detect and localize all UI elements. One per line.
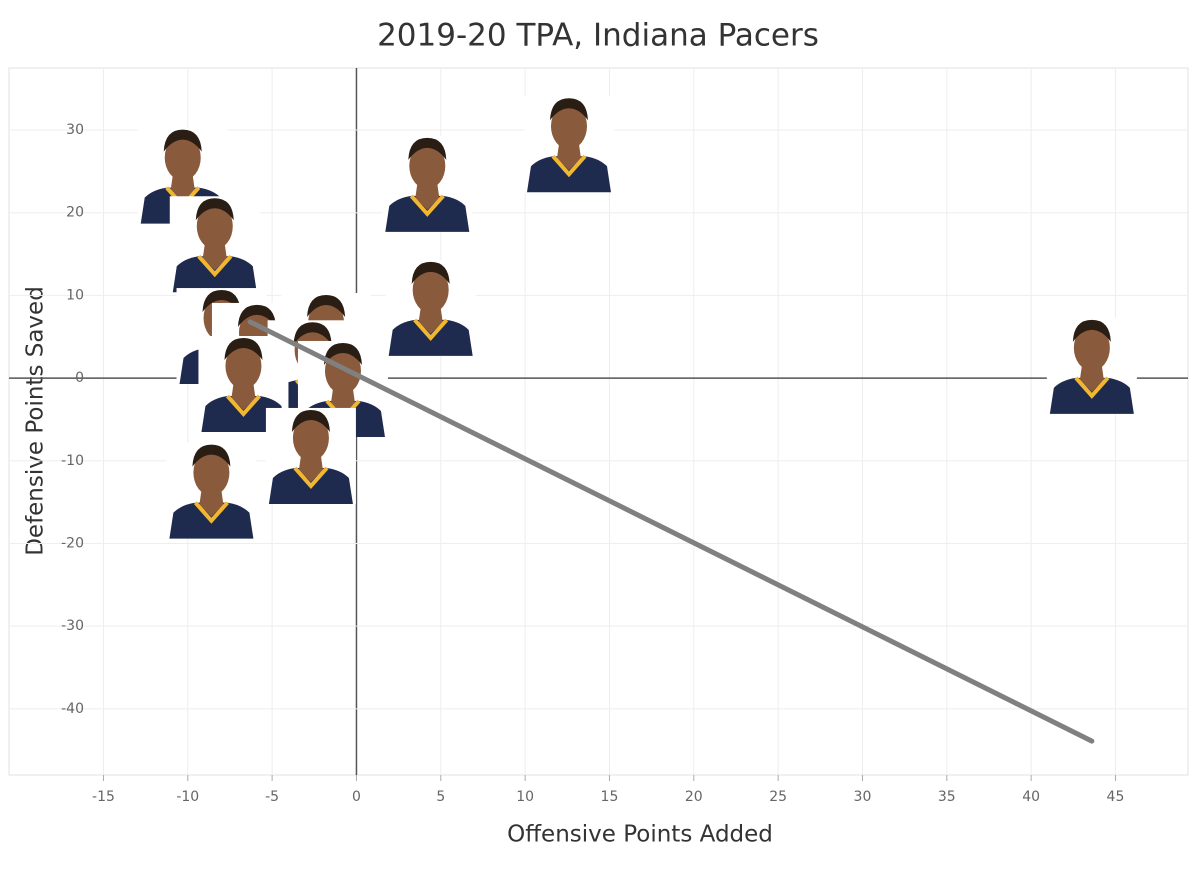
x-tick-label: 10 bbox=[516, 789, 534, 805]
marker-hair bbox=[408, 137, 447, 160]
marker-hair bbox=[237, 304, 276, 327]
trend-line bbox=[247, 319, 1095, 744]
y-tick-label: -30 bbox=[61, 618, 84, 634]
marker-collar bbox=[413, 318, 449, 341]
marker-hair bbox=[411, 261, 450, 284]
x-tick-label: -5 bbox=[265, 789, 279, 805]
x-tick-label: 40 bbox=[1022, 789, 1040, 805]
marker-neck bbox=[556, 144, 581, 171]
x-axis-title: Offensive Points Added bbox=[507, 822, 773, 848]
marker-hair bbox=[323, 342, 362, 365]
plot-frame bbox=[8, 67, 1189, 776]
player-marker bbox=[523, 96, 614, 193]
y-tick-label: -10 bbox=[61, 453, 84, 469]
marker-head bbox=[164, 134, 201, 181]
marker-neck bbox=[415, 183, 440, 210]
marker-hair bbox=[202, 290, 241, 313]
player-marker bbox=[166, 442, 257, 539]
x-tick-label: 35 bbox=[938, 789, 956, 805]
y-axis-title: Defensive Points Saved bbox=[23, 286, 49, 556]
y-tick-label: -40 bbox=[61, 701, 84, 717]
marker-hair bbox=[192, 444, 231, 467]
marker-collar bbox=[197, 254, 233, 278]
player-marker bbox=[297, 340, 388, 437]
marker-head bbox=[196, 203, 233, 250]
marker-neck bbox=[298, 455, 323, 482]
marker-hair bbox=[549, 98, 588, 121]
marker-head bbox=[409, 142, 446, 189]
marker-head bbox=[292, 414, 329, 461]
y-tick-label: 10 bbox=[66, 287, 84, 303]
marker-head bbox=[1073, 324, 1110, 371]
marker-hair bbox=[291, 409, 330, 432]
marker-neck bbox=[231, 384, 256, 411]
marker-head bbox=[550, 103, 587, 150]
marker-neck bbox=[170, 175, 195, 202]
marker-head bbox=[412, 266, 449, 313]
x-tick-label: -15 bbox=[92, 789, 115, 805]
marker-hair bbox=[293, 322, 332, 345]
marker-hair bbox=[224, 338, 263, 361]
x-tick-label: 20 bbox=[685, 789, 703, 805]
x-tick-label: 45 bbox=[1107, 789, 1125, 805]
x-tick-label: -10 bbox=[176, 789, 199, 805]
player-marker bbox=[169, 196, 260, 293]
player-marker bbox=[385, 259, 476, 356]
player-marker bbox=[1046, 317, 1137, 414]
marker-hair bbox=[195, 198, 234, 221]
marker-collar bbox=[409, 194, 445, 217]
x-tick-label: 15 bbox=[601, 789, 619, 805]
marker-hair bbox=[307, 295, 346, 318]
marker-collar bbox=[225, 394, 261, 418]
marker-neck bbox=[418, 307, 443, 334]
marker-collar bbox=[1074, 376, 1110, 399]
marker-head bbox=[193, 449, 230, 496]
marker-collar bbox=[551, 154, 587, 178]
y-tick-label: -20 bbox=[61, 535, 84, 551]
marker-hair bbox=[1072, 319, 1111, 342]
player-marker bbox=[265, 407, 356, 504]
x-tick-label: 25 bbox=[769, 789, 787, 805]
y-tick-label: 30 bbox=[66, 122, 84, 138]
x-tick-label: 30 bbox=[854, 789, 872, 805]
player-marker bbox=[382, 135, 473, 232]
marker-collar bbox=[293, 466, 329, 489]
marker-neck bbox=[1079, 365, 1104, 392]
y-tick-label: 0 bbox=[75, 370, 84, 386]
x-tick-label: 0 bbox=[352, 789, 361, 805]
marker-collar bbox=[193, 501, 229, 524]
y-tick-label: 20 bbox=[66, 205, 84, 221]
marker-neck bbox=[199, 490, 224, 517]
marker-neck bbox=[202, 244, 227, 271]
marker-hair bbox=[163, 129, 202, 152]
chart-title: 2019-20 TPA, Indiana Pacers bbox=[377, 18, 819, 54]
x-tick-label: 5 bbox=[436, 789, 445, 805]
marker-head bbox=[225, 343, 262, 390]
marker-head bbox=[324, 347, 361, 394]
